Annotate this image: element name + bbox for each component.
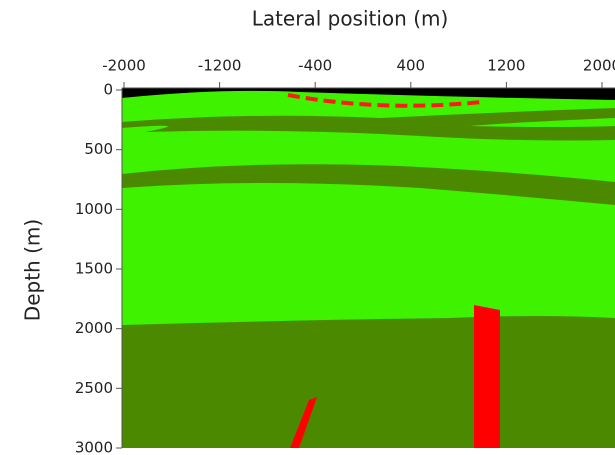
x-tick-label: 400 bbox=[396, 57, 425, 75]
y-tick-label: 2000 bbox=[75, 319, 113, 337]
x-tick-label: 1200 bbox=[487, 57, 525, 75]
red-body bbox=[474, 305, 500, 448]
y-tick-label: 0 bbox=[103, 81, 113, 99]
top-layer bbox=[122, 88, 615, 100]
y-tick-label: 1000 bbox=[75, 200, 113, 218]
y-tick-label: 1500 bbox=[75, 260, 113, 278]
y-axis-title: Depth (m) bbox=[21, 219, 45, 321]
x-axis-title: Lateral position (m) bbox=[252, 7, 449, 31]
red-contour bbox=[287, 93, 483, 108]
x-tick-label: 2000 bbox=[583, 57, 615, 75]
y-tick-label: 500 bbox=[84, 140, 113, 158]
plot-layers bbox=[122, 88, 615, 448]
y-tick-label: 3000 bbox=[75, 439, 113, 455]
x-tick-label: -1200 bbox=[198, 57, 242, 75]
dark-layer bbox=[122, 108, 615, 141]
y-tick-label: 2500 bbox=[75, 379, 113, 397]
dark-layer bbox=[122, 164, 615, 205]
x-tick-label: -2000 bbox=[102, 57, 146, 75]
red-body bbox=[290, 397, 317, 448]
dark-layer bbox=[122, 316, 615, 448]
x-tick-label: -400 bbox=[298, 57, 332, 75]
